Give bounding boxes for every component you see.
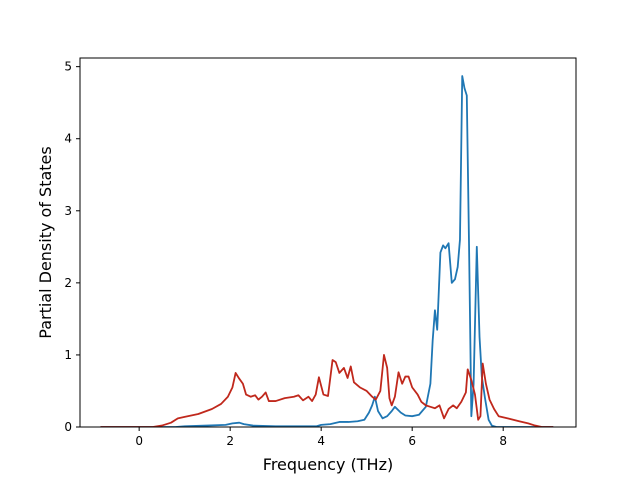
y-axis-ticks: 0 1 2 3 4 5 bbox=[64, 60, 80, 434]
x-tick-label: 8 bbox=[499, 434, 507, 448]
x-tick-label: 6 bbox=[408, 434, 416, 448]
x-axis-label: Frequency (THz) bbox=[263, 455, 393, 474]
y-tick-label: 5 bbox=[64, 60, 72, 74]
y-tick-label: 0 bbox=[64, 420, 72, 434]
series-line-1 bbox=[100, 75, 554, 427]
series-line-2 bbox=[100, 354, 554, 427]
y-tick-label: 1 bbox=[64, 348, 72, 362]
x-tick-label: 2 bbox=[226, 434, 234, 448]
plot-frame bbox=[79, 57, 577, 428]
x-tick-label: 4 bbox=[317, 434, 325, 448]
plot-area bbox=[79, 57, 577, 428]
series-layer bbox=[100, 75, 554, 427]
x-axis-ticks: 0 2 4 6 8 bbox=[135, 427, 507, 448]
y-tick-label: 2 bbox=[64, 276, 72, 290]
y-axis-label: Partial Density of States bbox=[36, 146, 55, 338]
y-tick-label: 4 bbox=[64, 132, 72, 146]
x-tick-label: 0 bbox=[135, 434, 143, 448]
y-tick-label: 3 bbox=[64, 204, 72, 218]
